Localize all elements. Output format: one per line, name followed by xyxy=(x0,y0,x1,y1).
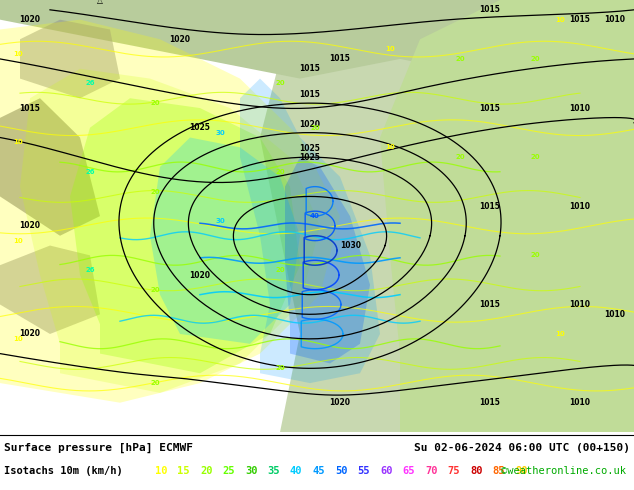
Text: 20: 20 xyxy=(455,56,465,62)
Text: 26: 26 xyxy=(85,169,94,175)
Text: 1020: 1020 xyxy=(299,120,321,129)
Text: 10: 10 xyxy=(13,51,23,57)
Text: 1025: 1025 xyxy=(190,123,210,132)
Polygon shape xyxy=(150,138,300,344)
Text: 45: 45 xyxy=(313,466,325,476)
Text: 90: 90 xyxy=(515,466,527,476)
Polygon shape xyxy=(240,78,380,383)
Text: 1025: 1025 xyxy=(299,153,320,162)
Text: 20: 20 xyxy=(275,80,285,87)
Text: 10: 10 xyxy=(13,238,23,244)
Text: 10: 10 xyxy=(555,17,565,23)
Text: 20: 20 xyxy=(150,287,160,293)
Text: 20: 20 xyxy=(150,189,160,195)
Text: 1015: 1015 xyxy=(299,64,320,74)
Text: 10: 10 xyxy=(385,145,395,150)
Text: 80: 80 xyxy=(470,466,482,476)
Text: 10: 10 xyxy=(13,336,23,342)
Polygon shape xyxy=(0,20,340,403)
Text: 20: 20 xyxy=(275,366,285,371)
Text: 20: 20 xyxy=(275,267,285,273)
Text: 1015: 1015 xyxy=(20,103,41,113)
Text: 10: 10 xyxy=(155,466,167,476)
Polygon shape xyxy=(20,20,120,98)
Polygon shape xyxy=(20,69,320,393)
Text: 1015: 1015 xyxy=(330,54,351,63)
Text: 20: 20 xyxy=(200,466,212,476)
Text: 20: 20 xyxy=(275,169,285,175)
Text: 1020: 1020 xyxy=(330,398,351,407)
Text: 1010: 1010 xyxy=(569,398,590,407)
Text: 75: 75 xyxy=(448,466,460,476)
Text: 1020: 1020 xyxy=(169,35,190,44)
Text: 1010: 1010 xyxy=(604,15,626,24)
Text: 25: 25 xyxy=(223,466,235,476)
Text: 1015: 1015 xyxy=(479,103,500,113)
Polygon shape xyxy=(380,0,634,432)
Text: 10: 10 xyxy=(555,331,565,337)
Text: 15: 15 xyxy=(178,466,190,476)
Text: △: △ xyxy=(97,0,103,4)
Text: 10: 10 xyxy=(13,140,23,146)
Text: 55: 55 xyxy=(358,466,370,476)
Text: 70: 70 xyxy=(425,466,437,476)
Text: 50: 50 xyxy=(335,466,347,476)
Text: 1030: 1030 xyxy=(340,241,361,250)
Text: 20: 20 xyxy=(310,124,320,131)
Text: 20: 20 xyxy=(530,252,540,258)
Text: 30: 30 xyxy=(215,218,225,224)
Text: 40: 40 xyxy=(310,213,320,219)
Polygon shape xyxy=(260,0,634,432)
Text: 1010: 1010 xyxy=(569,103,590,113)
Text: 1015: 1015 xyxy=(479,5,500,14)
Text: 20: 20 xyxy=(530,154,540,160)
Text: 1025: 1025 xyxy=(299,144,320,153)
Text: 85: 85 xyxy=(493,466,505,476)
Text: 20: 20 xyxy=(150,100,160,106)
Text: 26: 26 xyxy=(85,267,94,273)
Polygon shape xyxy=(0,0,634,78)
Text: 1010: 1010 xyxy=(569,202,590,211)
Text: 1020: 1020 xyxy=(20,15,41,24)
Text: 1010: 1010 xyxy=(604,310,626,319)
Text: 1015: 1015 xyxy=(479,300,500,309)
Text: 35: 35 xyxy=(268,466,280,476)
Text: 1015: 1015 xyxy=(569,15,590,24)
Text: 40: 40 xyxy=(290,466,302,476)
Text: 60: 60 xyxy=(380,466,392,476)
Text: ©weatheronline.co.uk: ©weatheronline.co.uk xyxy=(501,466,626,476)
Text: 1015: 1015 xyxy=(299,90,320,99)
Text: 1020: 1020 xyxy=(190,270,210,279)
Text: 1020: 1020 xyxy=(20,221,41,230)
Text: 1020: 1020 xyxy=(20,329,41,339)
Text: 1010: 1010 xyxy=(569,300,590,309)
Polygon shape xyxy=(70,98,300,373)
Text: Su 02-06-2024 06:00 UTC (00+150): Su 02-06-2024 06:00 UTC (00+150) xyxy=(414,443,630,453)
Text: 30: 30 xyxy=(215,129,225,136)
Text: 1015: 1015 xyxy=(479,202,500,211)
Text: 65: 65 xyxy=(403,466,415,476)
Text: 26: 26 xyxy=(85,80,94,87)
Text: 10: 10 xyxy=(385,46,395,52)
Text: 20: 20 xyxy=(530,56,540,62)
Polygon shape xyxy=(0,245,100,334)
Text: 1015: 1015 xyxy=(479,398,500,407)
Polygon shape xyxy=(285,157,370,364)
Text: Isotachs 10m (km/h): Isotachs 10m (km/h) xyxy=(4,466,123,476)
Text: 30: 30 xyxy=(245,466,257,476)
Text: 20: 20 xyxy=(455,154,465,160)
Text: Surface pressure [hPa] ECMWF: Surface pressure [hPa] ECMWF xyxy=(4,443,193,453)
Text: 20: 20 xyxy=(150,380,160,386)
Polygon shape xyxy=(0,98,100,236)
